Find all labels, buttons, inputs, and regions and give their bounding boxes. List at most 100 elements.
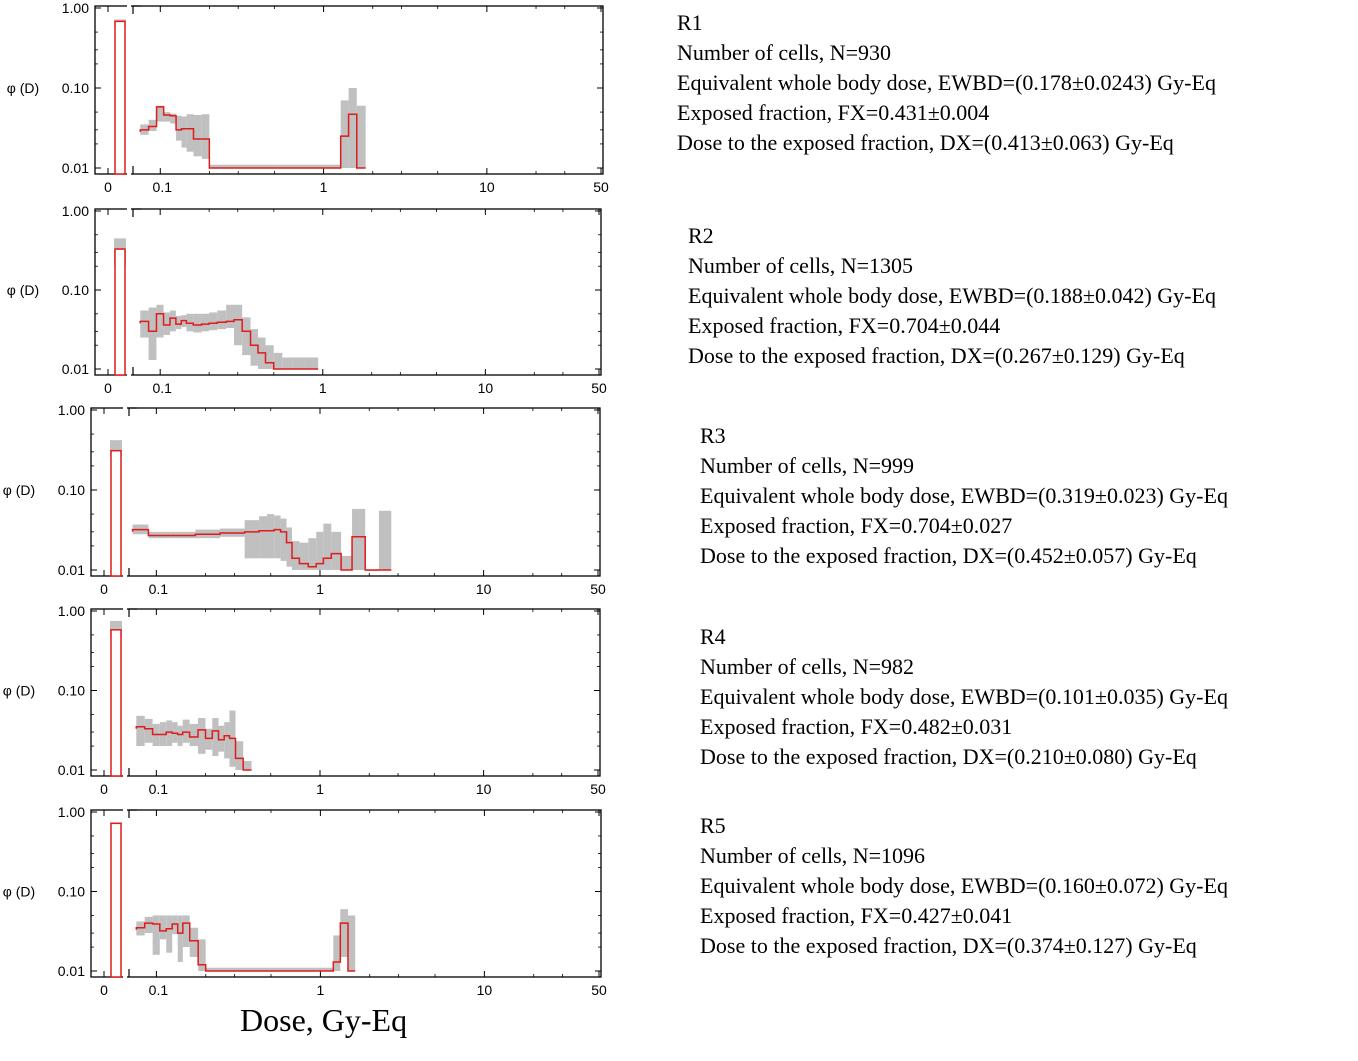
uncertainty-band (242, 317, 251, 356)
exposed-fraction: Exposed fraction, FX=0.427±0.041 (700, 903, 1013, 928)
uncertainty-band (177, 725, 183, 747)
dose-step-line (131, 528, 392, 571)
plot-frame (90, 407, 601, 577)
axis-gap (127, 208, 131, 376)
zero-bin-bar (110, 822, 122, 978)
uncertainty-band (172, 722, 178, 743)
zero-bin-bar (114, 20, 126, 175)
x-tick-label: 0.1 (152, 380, 172, 396)
exposed-dose: Dose to the exposed fraction, DX=(0.267±… (688, 343, 1185, 368)
info-r2: R2 Number of cells, N=1305 Equivalent wh… (688, 221, 1216, 371)
exposed-dose: Dose to the exposed fraction, DX=(0.452±… (700, 543, 1197, 568)
x-tick-label: 0 (100, 982, 108, 998)
uncertainty-band (148, 307, 157, 360)
cell-count: Number of cells, N=1305 (688, 253, 914, 278)
uncertainty-band (280, 518, 287, 561)
uncertainty-band (331, 531, 342, 570)
uncertainty-band (356, 105, 366, 168)
uncertainty-band (181, 116, 187, 148)
uncertainty-band (159, 915, 167, 940)
uncertainty-band (186, 114, 194, 152)
uncertainty-band (340, 909, 348, 958)
x-tick-label: 0.1 (149, 781, 169, 797)
x-tick-label: 0 (104, 380, 112, 396)
uncertainty-band (269, 967, 334, 971)
info-r4: R4 Number of cells, N=982 Equivalent who… (700, 622, 1228, 772)
y-axis-label: φ (D) (3, 482, 35, 498)
zero-bin-bar (110, 629, 122, 777)
y-tick-label: 0.01 (62, 160, 89, 176)
uncertainty-band (226, 304, 235, 329)
uncertainty-band (259, 516, 267, 559)
x-tick-label: 10 (478, 380, 494, 396)
dose-step-line (139, 106, 366, 169)
uncertainty-band (175, 315, 182, 330)
chart-r4: 1.00 0.10 0.01 φ (D) 0 0.1 1 10 50 (3, 603, 606, 797)
uncertainty-band (193, 313, 202, 333)
uncertainty-band (163, 112, 171, 122)
x-tick-label: 10 (476, 781, 492, 797)
x-tick-label: 1 (320, 179, 328, 195)
y-tick-label: 0.10 (58, 884, 85, 900)
uncertainty-band (182, 915, 190, 948)
uncertainty-band (193, 114, 202, 157)
x-tick-label: 0.1 (149, 982, 169, 998)
uncertainty-band (189, 927, 199, 958)
panel-title: R1 (677, 10, 703, 35)
chart-r2: 1.00 0.10 0.01 φ (D) 0 0.1 1 10 50 (7, 203, 607, 396)
uncertainty-band (205, 967, 270, 971)
uncertainty-band (177, 915, 183, 962)
x-tick-label: 50 (591, 982, 607, 998)
zero-bin-bar (110, 449, 122, 577)
plot-frame (94, 208, 602, 376)
uncertainty-band (340, 100, 349, 168)
uncertainty-band (299, 542, 309, 570)
uncertainty-band (140, 310, 149, 338)
cell-count: Number of cells, N=1096 (700, 843, 926, 868)
y-tick-label: 0.10 (62, 80, 89, 96)
x-tick-label: 10 (476, 581, 492, 597)
ewbd-value: Equivalent whole body dose, EWBD=(0.319±… (700, 483, 1228, 508)
uncertainty-band (224, 722, 230, 759)
info-r1: R1 Number of cells, N=930 Equivalent who… (677, 8, 1216, 158)
x-tick-label: 0.1 (149, 581, 169, 597)
info-r3: R3 Number of cells, N=999 Equivalent who… (700, 421, 1300, 571)
x-tick-label: 0 (100, 781, 108, 797)
zero-bin-bar (114, 248, 126, 376)
x-tick-label: 10 (477, 982, 493, 998)
cell-count: Number of cells, N=930 (677, 40, 892, 65)
x-tick-label: 0.1 (153, 179, 173, 195)
uncertainty-band (205, 728, 213, 750)
uncertainty-band (182, 719, 190, 743)
uncertainty-band (292, 357, 305, 369)
uncertainty-band (282, 357, 293, 369)
exposed-dose: Dose to the exposed fraction, DX=(0.210±… (700, 744, 1197, 769)
y-tick-label: 0.01 (58, 963, 85, 979)
uncertainty-band (217, 310, 227, 330)
uncertainty-band (273, 352, 283, 369)
x-tick-label: 1 (319, 380, 327, 396)
uncertainty-band (163, 312, 170, 335)
uncertainty-band (348, 88, 357, 168)
y-axis-label: φ (D) (7, 282, 39, 298)
y-axis-label: φ (D) (3, 683, 35, 699)
y-tick-label: 1.00 (62, 203, 89, 219)
uncertainty-band (144, 916, 153, 934)
chart-r3: 1.00 0.10 0.01 φ (D) 0 0.1 1 10 50 (3, 402, 606, 597)
x-tick-label: 1 (316, 781, 324, 797)
y-axis-label: φ (D) (3, 884, 35, 900)
uncertainty-band (201, 114, 210, 159)
info-r5: R5 Number of cells, N=1096 Equivalent wh… (700, 811, 1228, 961)
y-tick-label: 0.01 (58, 762, 85, 778)
exposed-dose: Dose to the exposed fraction, DX=(0.374±… (700, 933, 1197, 958)
uncertainty-band (292, 541, 300, 570)
uncertainty-band (304, 357, 319, 369)
x-tick-label: 50 (590, 581, 606, 597)
axis-gap (123, 809, 127, 978)
uncertainty-band (209, 164, 275, 168)
uncertainty-band (170, 113, 177, 124)
uncertainty-band (172, 915, 178, 935)
ewbd-value: Equivalent whole body dose, EWBD=(0.160±… (700, 873, 1228, 898)
exposed-fraction: Exposed fraction, FX=0.431±0.004 (677, 100, 990, 125)
uncertainty-band (218, 725, 225, 752)
